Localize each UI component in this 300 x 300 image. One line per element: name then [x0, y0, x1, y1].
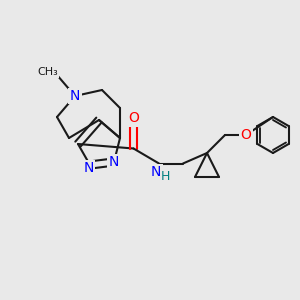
Text: N: N [109, 155, 119, 169]
Text: CH₃: CH₃ [38, 67, 58, 77]
Text: N: N [83, 161, 94, 175]
Text: O: O [128, 112, 139, 125]
Text: O: O [241, 128, 251, 142]
Text: N: N [151, 166, 161, 179]
Text: H: H [161, 169, 170, 183]
Text: N: N [70, 89, 80, 103]
